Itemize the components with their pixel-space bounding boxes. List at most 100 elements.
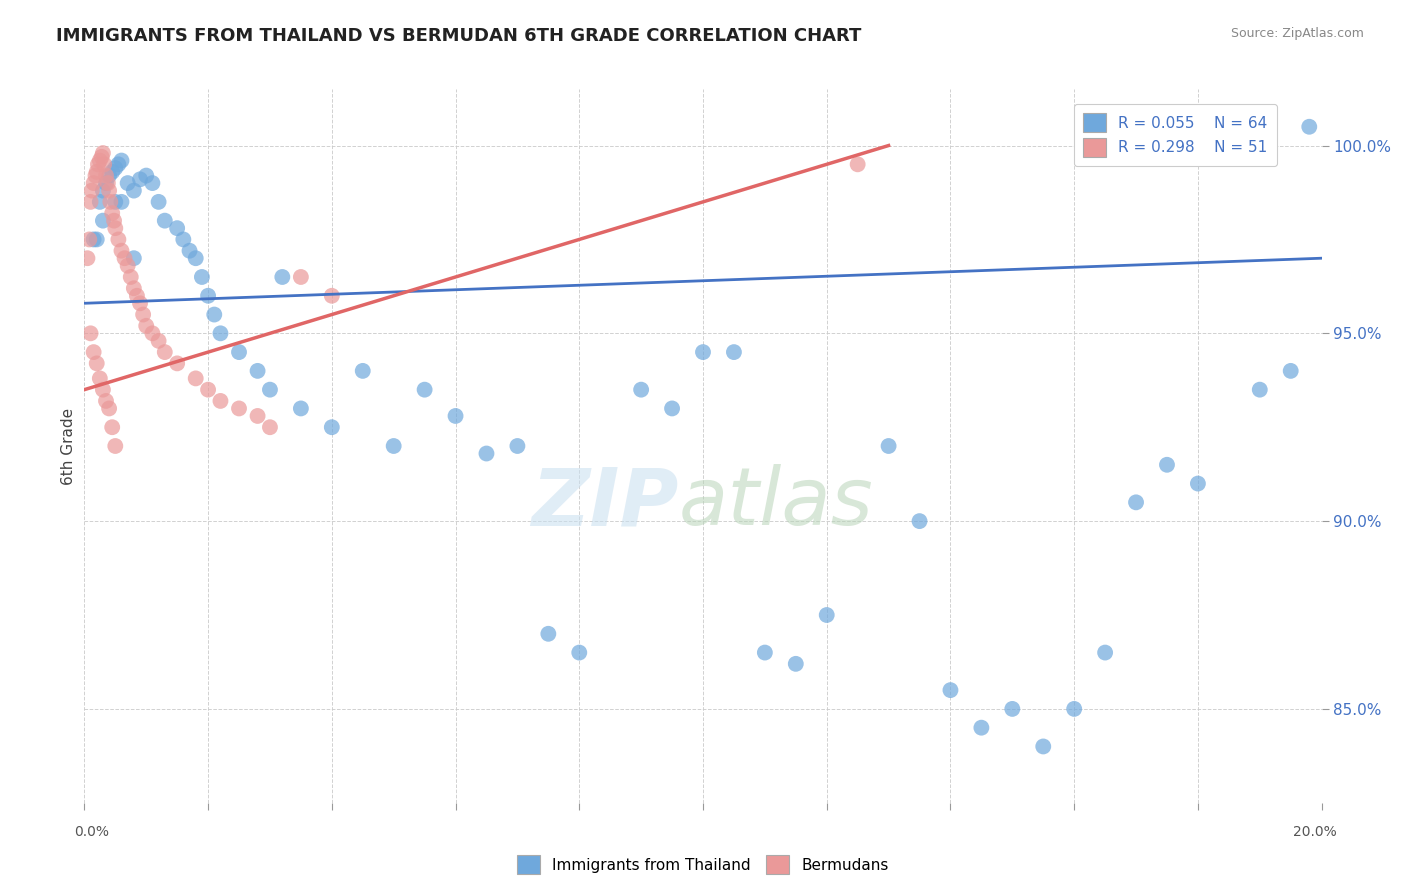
Text: 20.0%: 20.0%	[1292, 825, 1337, 839]
Point	[290, 401, 312, 416]
Point	[382, 439, 405, 453]
Point	[444, 409, 467, 423]
Point	[91, 146, 114, 161]
Point	[184, 371, 207, 385]
Point	[246, 364, 269, 378]
Point	[89, 153, 111, 168]
Point	[1156, 458, 1178, 472]
Point	[117, 176, 139, 190]
Point	[80, 184, 103, 198]
Point	[1094, 646, 1116, 660]
Y-axis label: 6th Grade: 6th Grade	[60, 408, 76, 484]
Point	[1187, 476, 1209, 491]
Point	[723, 345, 745, 359]
Point	[413, 383, 436, 397]
Point	[89, 371, 111, 385]
Point	[630, 383, 652, 397]
Point	[1249, 383, 1271, 397]
Point	[129, 296, 152, 310]
Point	[259, 420, 281, 434]
Point	[79, 326, 101, 341]
Point	[83, 345, 105, 359]
Point	[228, 401, 250, 416]
Point	[661, 401, 683, 416]
Point	[321, 420, 343, 434]
Point	[141, 176, 163, 190]
Point	[86, 232, 108, 246]
Point	[475, 446, 498, 460]
Point	[568, 646, 591, 660]
Point	[1298, 120, 1320, 134]
Text: IMMIGRANTS FROM THAILAND VS BERMUDAN 6TH GRADE CORRELATION CHART: IMMIGRANTS FROM THAILAND VS BERMUDAN 6TH…	[56, 27, 862, 45]
Point	[153, 213, 176, 227]
Point	[98, 184, 121, 198]
Point	[815, 607, 838, 622]
Point	[1125, 495, 1147, 509]
Point	[209, 393, 232, 408]
Legend: R = 0.055    N = 64, R = 0.298    N = 51: R = 0.055 N = 64, R = 0.298 N = 51	[1074, 104, 1277, 166]
Point	[101, 165, 124, 179]
Point	[166, 356, 188, 370]
Point	[1032, 739, 1054, 754]
Point	[104, 161, 127, 175]
Point	[166, 221, 188, 235]
Point	[91, 213, 114, 227]
Point	[141, 326, 163, 341]
Point	[101, 420, 124, 434]
Point	[98, 169, 121, 183]
Point	[91, 383, 114, 397]
Point	[114, 251, 136, 265]
Point	[98, 194, 121, 209]
Point	[84, 169, 107, 183]
Text: atlas: atlas	[678, 464, 873, 542]
Point	[104, 194, 127, 209]
Point	[107, 157, 129, 171]
Point	[93, 157, 115, 171]
Point	[107, 232, 129, 246]
Point	[202, 308, 225, 322]
Point	[79, 232, 101, 246]
Point	[97, 176, 120, 190]
Point	[89, 194, 111, 209]
Point	[970, 721, 993, 735]
Legend: Immigrants from Thailand, Bermudans: Immigrants from Thailand, Bermudans	[512, 849, 894, 880]
Point	[135, 318, 157, 333]
Point	[122, 251, 145, 265]
Point	[754, 646, 776, 660]
Point	[290, 270, 312, 285]
Text: ZIP: ZIP	[531, 464, 678, 542]
Point	[135, 169, 157, 183]
Point	[209, 326, 232, 341]
Point	[692, 345, 714, 359]
Point	[129, 172, 152, 186]
Point	[172, 232, 194, 246]
Point	[148, 194, 170, 209]
Point	[120, 270, 142, 285]
Point	[179, 244, 201, 258]
Point	[846, 157, 869, 171]
Point	[125, 289, 148, 303]
Point	[110, 153, 132, 168]
Point	[104, 221, 127, 235]
Point	[785, 657, 807, 671]
Point	[83, 232, 105, 246]
Point	[197, 383, 219, 397]
Point	[352, 364, 374, 378]
Point	[86, 165, 108, 179]
Point	[117, 259, 139, 273]
Point	[1001, 702, 1024, 716]
Point	[110, 194, 132, 209]
Point	[83, 176, 105, 190]
Point	[184, 251, 207, 265]
Text: 0.0%: 0.0%	[75, 825, 108, 839]
Point	[908, 514, 931, 528]
Point	[271, 270, 294, 285]
Point	[110, 244, 132, 258]
Point	[197, 289, 219, 303]
Point	[76, 251, 98, 265]
Point	[90, 150, 112, 164]
Point	[87, 157, 110, 171]
Point	[86, 356, 108, 370]
Point	[939, 683, 962, 698]
Point	[122, 281, 145, 295]
